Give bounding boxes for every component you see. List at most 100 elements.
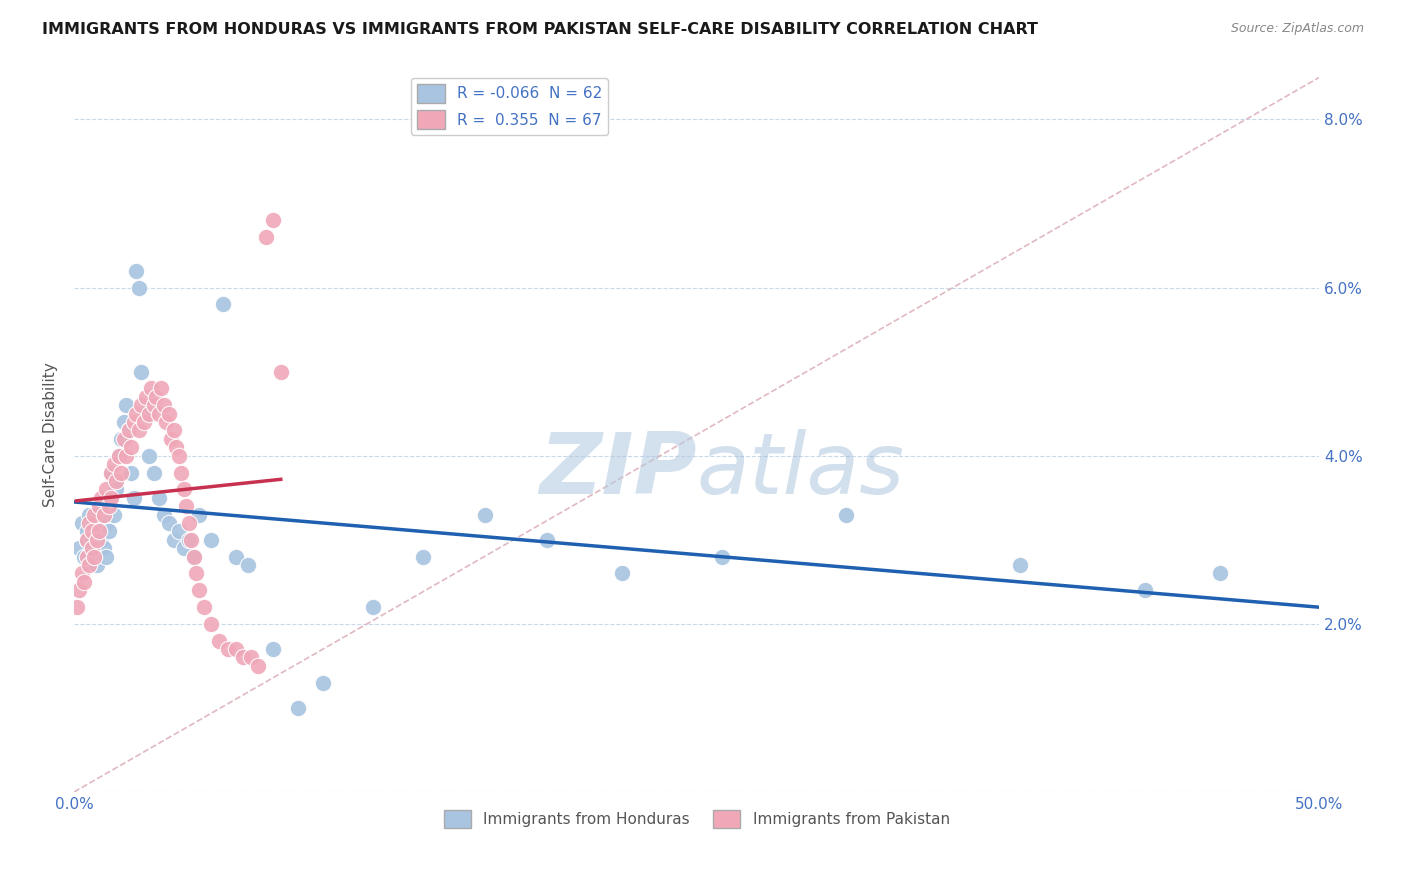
Point: [835, 508, 858, 522]
Text: IMMIGRANTS FROM HONDURAS VS IMMIGRANTS FROM PAKISTAN SELF-CARE DISABILITY CORREL: IMMIGRANTS FROM HONDURAS VS IMMIGRANTS F…: [42, 22, 1038, 37]
Point: [177, 533, 200, 547]
Point: [157, 407, 180, 421]
Point: [474, 508, 496, 522]
Point: [83, 516, 105, 530]
Point: [120, 440, 142, 454]
Point: [80, 533, 103, 547]
Point: [80, 541, 103, 556]
Point: [128, 280, 150, 294]
Point: [262, 642, 284, 657]
Point: [170, 466, 193, 480]
Point: [87, 524, 110, 539]
Point: [173, 483, 195, 497]
Point: [160, 432, 183, 446]
Point: [110, 466, 132, 480]
Point: [138, 407, 160, 421]
Point: [112, 432, 135, 446]
Point: [262, 213, 284, 227]
Point: [93, 508, 115, 522]
Point: [76, 549, 98, 564]
Text: ZIP: ZIP: [538, 429, 696, 512]
Point: [148, 491, 170, 505]
Point: [132, 407, 155, 421]
Point: [83, 549, 105, 564]
Point: [122, 491, 145, 505]
Point: [163, 533, 186, 547]
Point: [247, 658, 270, 673]
Point: [87, 508, 110, 522]
Point: [125, 264, 148, 278]
Point: [87, 524, 110, 539]
Point: [270, 365, 292, 379]
Point: [155, 415, 177, 429]
Point: [184, 566, 207, 581]
Point: [86, 558, 108, 572]
Point: [187, 583, 209, 598]
Point: [287, 701, 309, 715]
Point: [148, 407, 170, 421]
Point: [138, 449, 160, 463]
Point: [212, 297, 235, 311]
Point: [167, 524, 190, 539]
Point: [239, 650, 262, 665]
Point: [83, 508, 105, 522]
Point: [232, 650, 254, 665]
Point: [77, 508, 100, 522]
Point: [108, 449, 131, 463]
Point: [135, 390, 157, 404]
Point: [132, 415, 155, 429]
Point: [142, 466, 165, 480]
Point: [103, 508, 125, 522]
Point: [1010, 558, 1032, 572]
Point: [112, 415, 135, 429]
Point: [105, 474, 128, 488]
Point: [120, 466, 142, 480]
Point: [131, 398, 153, 412]
Point: [97, 524, 120, 539]
Point: [165, 440, 187, 454]
Point: [105, 483, 128, 497]
Point: [1208, 566, 1230, 581]
Text: Source: ZipAtlas.com: Source: ZipAtlas.com: [1230, 22, 1364, 36]
Point: [80, 541, 103, 556]
Point: [218, 642, 240, 657]
Point: [100, 491, 122, 505]
Point: [77, 558, 100, 572]
Point: [167, 449, 190, 463]
Point: [76, 533, 98, 547]
Point: [207, 633, 229, 648]
Point: [131, 365, 153, 379]
Point: [100, 466, 122, 480]
Point: [177, 516, 200, 530]
Point: [87, 499, 110, 513]
Point: [361, 600, 384, 615]
Point: [70, 516, 93, 530]
Point: [128, 424, 150, 438]
Point: [122, 415, 145, 429]
Point: [115, 449, 138, 463]
Point: [145, 390, 167, 404]
Point: [1133, 583, 1156, 598]
Point: [70, 566, 93, 581]
Point: [183, 549, 205, 564]
Point: [76, 524, 98, 539]
Point: [152, 398, 174, 412]
Point: [118, 424, 141, 438]
Point: [536, 533, 558, 547]
Point: [97, 499, 120, 513]
Point: [67, 541, 90, 556]
Point: [103, 457, 125, 471]
Point: [238, 558, 260, 572]
Point: [90, 491, 112, 505]
Point: [152, 508, 174, 522]
Point: [173, 541, 195, 556]
Point: [225, 549, 247, 564]
Point: [96, 516, 118, 530]
Point: [200, 616, 222, 631]
Legend: Immigrants from Honduras, Immigrants from Pakistan: Immigrants from Honduras, Immigrants fro…: [437, 804, 956, 834]
Y-axis label: Self-Care Disability: Self-Care Disability: [44, 362, 58, 507]
Point: [83, 549, 105, 564]
Point: [412, 549, 434, 564]
Point: [225, 642, 247, 657]
Point: [157, 516, 180, 530]
